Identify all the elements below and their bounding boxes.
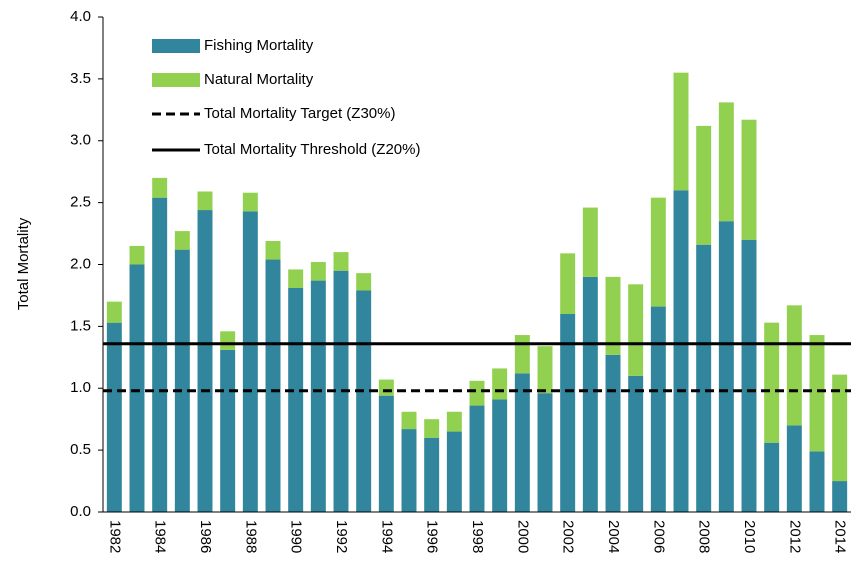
bar-segment xyxy=(424,437,440,512)
bar-segment xyxy=(560,314,576,512)
bar-segment xyxy=(492,368,508,400)
y-tick-label: 1.5 xyxy=(70,317,91,334)
bar-segment xyxy=(537,393,553,512)
x-tick-label: 1990 xyxy=(288,520,305,553)
bar-segment xyxy=(265,240,281,260)
x-tick-label: 1984 xyxy=(152,520,169,553)
x-tick-label: 1994 xyxy=(378,520,395,553)
bar-segment xyxy=(288,288,304,512)
bar-segment xyxy=(152,177,168,198)
legend-swatch xyxy=(152,73,200,87)
legend-label: Total Mortality Target (Z30%) xyxy=(204,105,395,122)
bar-segment xyxy=(673,190,689,512)
y-tick-label: 4.0 xyxy=(70,8,91,25)
bar-segment xyxy=(378,379,394,396)
bar-segment xyxy=(129,264,145,512)
bar-segment xyxy=(446,411,462,432)
bar-segment xyxy=(174,231,190,250)
y-axis-title: Total Mortality xyxy=(15,217,32,310)
bar-segment xyxy=(786,305,802,426)
x-tick-label: 1992 xyxy=(333,520,350,553)
bar-segment xyxy=(718,102,734,222)
bar-segment xyxy=(129,245,145,265)
x-tick-label: 2004 xyxy=(605,520,622,553)
x-tick-label: 1988 xyxy=(242,520,259,553)
bar-segment xyxy=(650,197,666,307)
bar-segment xyxy=(492,399,508,512)
x-tick-label: 1996 xyxy=(424,520,441,553)
bar-segment xyxy=(106,322,122,512)
bar-segment xyxy=(265,259,281,512)
legend-label: Total Mortality Threshold (Z20%) xyxy=(204,141,420,158)
bar-segment xyxy=(220,331,236,350)
bar-segment xyxy=(673,72,689,191)
bar-segment xyxy=(560,253,576,314)
x-tick-label: 1998 xyxy=(469,520,486,553)
legend-swatch xyxy=(152,39,200,53)
x-tick-label: 2014 xyxy=(832,520,849,553)
bar-segment xyxy=(401,411,417,430)
bar-segment xyxy=(650,306,666,512)
bar-segment xyxy=(310,280,326,512)
bar-segment xyxy=(106,301,122,323)
x-tick-label: 2002 xyxy=(560,520,577,553)
x-tick-label: 2012 xyxy=(786,520,803,553)
bar-segment xyxy=(741,119,757,240)
bar-segment xyxy=(582,276,598,512)
bar-segment xyxy=(832,374,848,482)
bar-segment xyxy=(378,395,394,512)
legend-label: Fishing Mortality xyxy=(204,37,314,54)
bar-segment xyxy=(220,349,236,512)
bar-segment xyxy=(605,276,621,355)
bar-segment xyxy=(288,269,304,289)
bar-segment xyxy=(152,197,168,513)
y-tick-label: 2.0 xyxy=(70,255,91,272)
bar-segment xyxy=(514,335,530,374)
y-tick-label: 1.0 xyxy=(70,379,91,396)
y-tick-label: 3.5 xyxy=(70,70,91,87)
bar-segment xyxy=(197,191,213,211)
y-tick-label: 0.0 xyxy=(70,503,91,520)
bar-segment xyxy=(605,354,621,512)
bar-segment xyxy=(537,346,553,394)
bar-segment xyxy=(809,335,825,452)
bar-segment xyxy=(764,322,780,443)
x-tick-label: 2010 xyxy=(741,520,758,553)
x-tick-label: 1982 xyxy=(106,520,123,553)
bar-segment xyxy=(628,284,644,376)
bar-segment xyxy=(469,380,485,406)
y-tick-label: 3.0 xyxy=(70,132,91,149)
bar-segment xyxy=(764,442,780,512)
bar-segment xyxy=(174,249,190,512)
bar-segment xyxy=(242,192,258,212)
bar-segment xyxy=(310,262,326,281)
bar-segment xyxy=(242,211,258,512)
x-tick-label: 2008 xyxy=(696,520,713,553)
bar-segment xyxy=(356,273,372,291)
bar-segment xyxy=(514,373,530,512)
bar-segment xyxy=(356,290,372,512)
bar-segment xyxy=(197,210,213,513)
bar-segment xyxy=(333,252,349,271)
bar-segment xyxy=(786,425,802,512)
bar-segment xyxy=(718,221,734,512)
bar-segment xyxy=(809,451,825,512)
bar-segment xyxy=(696,125,712,245)
bar-segment xyxy=(696,244,712,512)
y-tick-label: 0.5 xyxy=(70,441,91,458)
bar-segment xyxy=(832,481,848,512)
bar-segment xyxy=(446,431,462,512)
bar-segment xyxy=(424,419,440,438)
y-tick-label: 2.5 xyxy=(70,194,91,211)
bar-segment xyxy=(401,429,417,512)
x-tick-label: 2000 xyxy=(514,520,531,553)
x-tick-label: 1986 xyxy=(197,520,214,553)
x-tick-label: 2006 xyxy=(650,520,667,553)
bar-segment xyxy=(741,239,757,512)
bar-segment xyxy=(582,207,598,277)
bar-segment xyxy=(469,405,485,512)
legend-label: Natural Mortality xyxy=(204,71,314,88)
bar-segment xyxy=(628,375,644,512)
